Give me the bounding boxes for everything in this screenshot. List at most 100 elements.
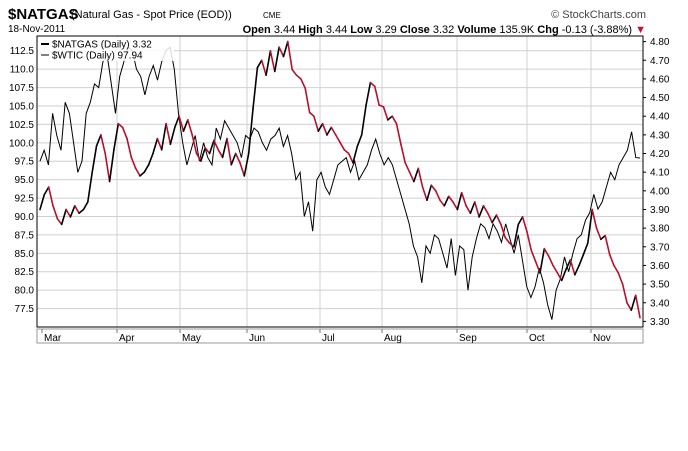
- volume-value: 135.9K: [499, 24, 535, 36]
- natgas-segment: [221, 137, 228, 159]
- natgas-segment: [265, 50, 272, 76]
- natgas-segment: [134, 167, 141, 177]
- natgas-segment: [630, 294, 637, 312]
- natgas-segment: [165, 122, 172, 145]
- y-left-tick-label: 80.0: [15, 286, 35, 297]
- natgas-segment: [300, 78, 307, 89]
- x-tick-label: Apr: [119, 333, 135, 344]
- natgas-segment: [573, 264, 580, 276]
- natgas-segment: [608, 253, 615, 267]
- natgas-segment: [217, 149, 224, 159]
- natgas-segment: [278, 46, 285, 58]
- y-right-tick-label: 4.10: [650, 168, 670, 179]
- x-tick-label: May: [182, 333, 201, 344]
- natgas-segment: [273, 46, 280, 73]
- high-label: High: [298, 24, 323, 36]
- natgas-segment: [182, 119, 189, 132]
- natgas-segment: [582, 242, 589, 256]
- natgas-segment: [569, 258, 576, 276]
- natgas-segment: [295, 74, 302, 80]
- quote-date: 18-Nov-2011: [8, 24, 66, 35]
- natgas-segment: [530, 249, 537, 263]
- x-tick-label: Jun: [249, 333, 265, 344]
- natgas-segment: [400, 143, 407, 164]
- natgas-segment: [491, 214, 498, 224]
- natgas-segment: [143, 163, 150, 173]
- natgas-segment: [121, 126, 128, 140]
- natgas-segment: [126, 137, 133, 159]
- natgas-segment: [391, 115, 398, 125]
- natgas-segment: [43, 186, 50, 196]
- low-value: 3.29: [375, 24, 397, 36]
- natgas-segment: [508, 242, 515, 248]
- natgas-segment: [595, 227, 602, 241]
- y-left-tick-label: 87.5: [15, 230, 35, 241]
- y-left-tick-label: 110.0: [10, 65, 35, 76]
- y-left-tick-label: 97.5: [15, 157, 35, 168]
- natgas-segment: [369, 81, 376, 88]
- natgas-segment: [565, 258, 572, 271]
- chart-frame: [36, 35, 644, 344]
- natgas-segment: [495, 214, 502, 226]
- y-left-tick-label: 105.0: [9, 101, 34, 112]
- natgas-segment: [130, 156, 137, 170]
- chart-ticks: 112.5 110.0 107.5 105.0 102.5 100.0 97.5 95.0 92…: [9, 37, 670, 344]
- natgas-segment: [108, 149, 115, 183]
- natgas-segment: [473, 201, 480, 218]
- natgas-segment: [195, 152, 202, 162]
- natgas-segment: [408, 171, 415, 183]
- natgas-segment: [613, 264, 620, 274]
- natgas-segment: [500, 223, 507, 239]
- y-left-tick-label: 92.5: [15, 194, 35, 205]
- x-tick-label: Sep: [459, 333, 477, 344]
- natgas-segment: [534, 260, 541, 274]
- natgas-segment: [373, 85, 380, 106]
- y-right-tick-label: 4.30: [650, 130, 670, 141]
- y-left-tick-label: 85.0: [15, 249, 35, 260]
- natgas-segment: [160, 122, 167, 151]
- natgas-segment: [439, 199, 446, 207]
- natgas-segment: [617, 272, 624, 285]
- natgas-segment: [469, 201, 476, 214]
- natgas-segment: [156, 137, 163, 151]
- natgas-segment: [313, 115, 320, 132]
- natgas-segment: [452, 201, 459, 211]
- natgas-segment: [286, 40, 294, 71]
- y-left-tick-label: 112.5: [10, 46, 35, 57]
- natgas-segment: [239, 162, 246, 177]
- legend-wtic-label: $WTIC (Daily) 97.94: [52, 51, 143, 62]
- natgas-segment: [234, 152, 241, 164]
- natgas-segment: [634, 294, 641, 319]
- y-left-tick-label: 95.0: [15, 175, 35, 186]
- natgas-segment: [52, 205, 59, 220]
- chart-series: [39, 40, 641, 320]
- natgas-segment: [78, 208, 85, 214]
- x-tick-label: Aug: [384, 333, 402, 344]
- natgas-segment: [65, 208, 72, 218]
- chg-label: Chg: [537, 24, 559, 36]
- natgas-segment: [621, 283, 628, 304]
- chart-symbol: $NATGAS: [8, 6, 79, 23]
- high-value: 3.44: [325, 24, 348, 36]
- natgas-segment: [413, 167, 420, 183]
- natgas-segment: [382, 106, 389, 121]
- y-right-tick-label: 3.90: [650, 205, 670, 216]
- natgas-segment: [152, 137, 159, 155]
- natgas-segment: [339, 141, 346, 151]
- y-right-tick-label: 3.60: [650, 261, 670, 272]
- natgas-segment: [543, 247, 550, 257]
- open-value: 3.44: [273, 24, 296, 36]
- y-left-tick-label: 102.5: [9, 120, 34, 131]
- natgas-segment: [404, 162, 411, 173]
- natgas-segment: [556, 272, 563, 282]
- natgas-segment: [578, 253, 585, 267]
- natgas-segment: [560, 268, 567, 282]
- natgas-segment: [226, 137, 233, 166]
- natgas-segment: [517, 216, 524, 226]
- natgas-segment: [87, 171, 93, 203]
- natgas-segment: [56, 218, 63, 226]
- natgas-segment: [47, 186, 54, 207]
- y-right-tick-label: 4.70: [650, 56, 670, 67]
- natgas-segment: [100, 134, 106, 155]
